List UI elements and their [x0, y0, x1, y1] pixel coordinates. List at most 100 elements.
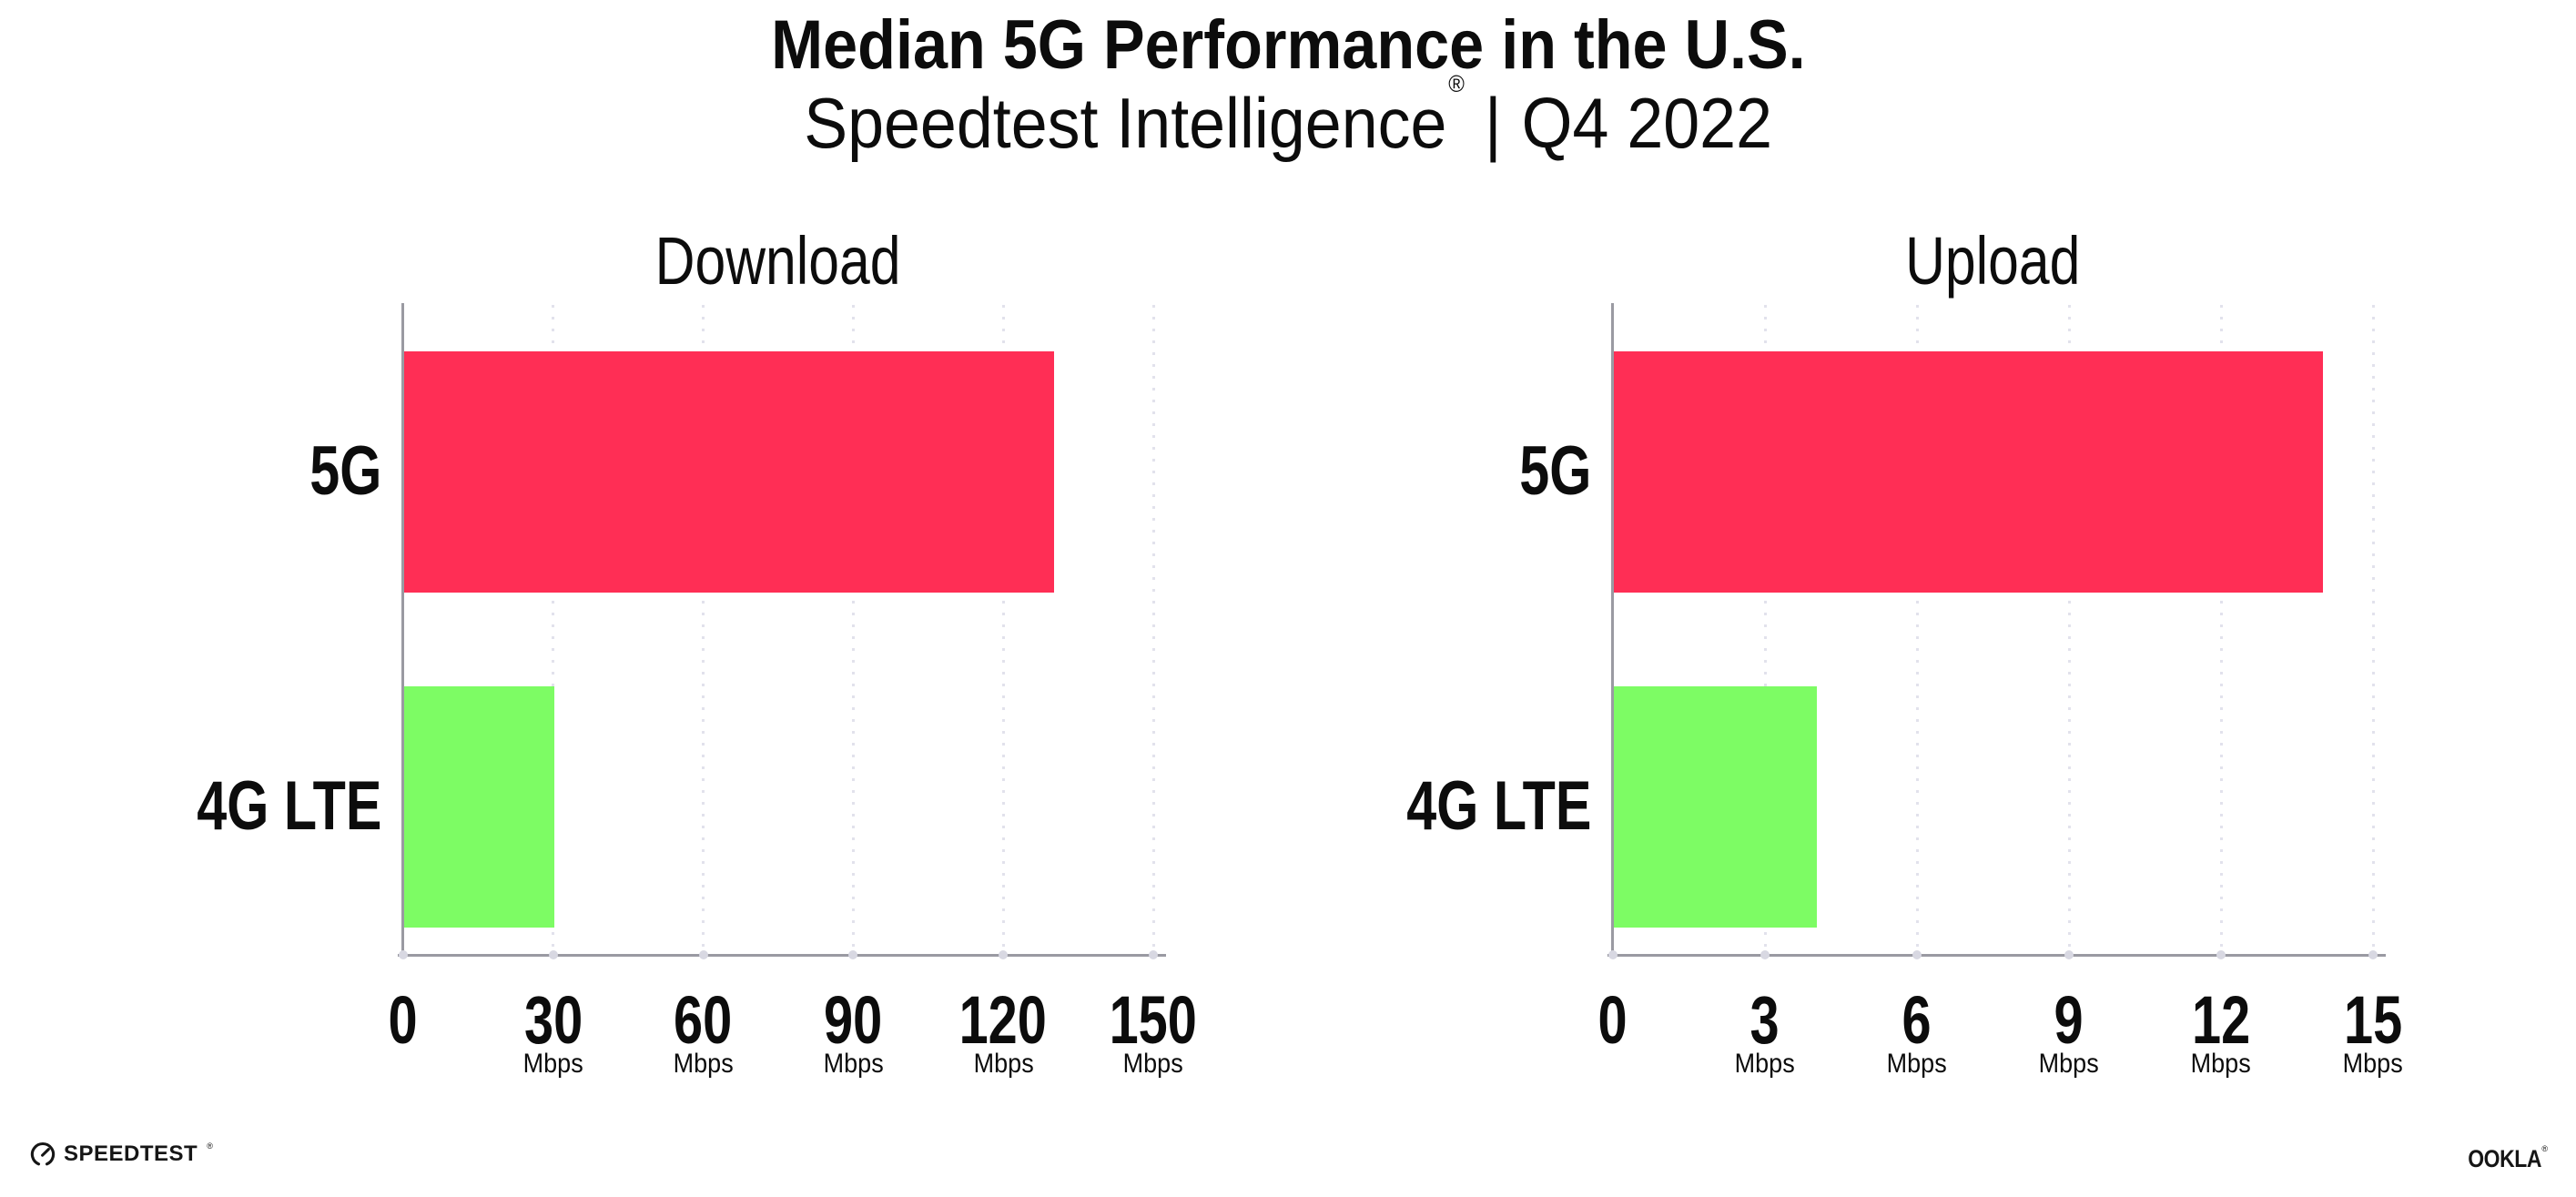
speedtest-wordmark: SPEEDTEST [64, 1141, 198, 1166]
category-label-text: 4G LTE [1405, 766, 1591, 845]
x-tick-label-3: 3 [1665, 987, 1865, 1054]
x-tick-unit-150: Mbps [1053, 1050, 1253, 1078]
x-tick-label-30: 30 [453, 987, 654, 1054]
x-tick-unit: Mbps [1122, 1049, 1184, 1079]
axis-tick-dot-90 [848, 950, 858, 959]
category-label-4g-lte: 4G LTE [54, 765, 381, 848]
x-tick-label-60: 60 [603, 987, 804, 1054]
axis-tick-dot-15 [2368, 950, 2378, 959]
upload-chart-title-text: Upload [1905, 223, 2081, 299]
gridline-90 [851, 305, 855, 956]
gridline-15 [2371, 305, 2375, 956]
x-tick-unit: Mbps [2038, 1049, 2100, 1079]
ookla-wordmark: OOKLA [2468, 1145, 2542, 1172]
axis-tick-dot-60 [698, 950, 708, 959]
x-tick-unit-9: Mbps [1969, 1050, 2169, 1078]
x-tick-value: 12 [2191, 982, 2251, 1058]
category-label-4g-lte: 4G LTE [1263, 765, 1591, 848]
category-label-5g: 5G [54, 430, 381, 513]
x-tick-label-9: 9 [1969, 987, 2169, 1054]
download-chart-title-text: Download [655, 223, 901, 299]
axis-tick-dot-12 [2216, 950, 2226, 959]
speedtest-registered-mark: ® [207, 1141, 213, 1151]
x-tick-value: 30 [523, 982, 583, 1058]
axis-tick-dot-6 [1912, 950, 1922, 959]
x-tick-unit-6: Mbps [1817, 1050, 2017, 1078]
x-tick-label-90: 90 [753, 987, 953, 1054]
page-title: Median 5G Performance in the U.S. [0, 5, 2576, 85]
bar-4g-lte-upload [1614, 685, 1817, 928]
x-tick-unit: Mbps [522, 1049, 583, 1079]
axis-tick-dot-150 [1149, 950, 1158, 959]
x-tick-unit: Mbps [673, 1049, 734, 1079]
y-axis [401, 303, 404, 958]
bar-4g-lte-download [404, 685, 554, 928]
x-tick-unit-3: Mbps [1665, 1050, 1865, 1078]
x-tick-unit: Mbps [973, 1049, 1034, 1079]
x-axis [398, 954, 1166, 957]
x-tick-value: 0 [388, 982, 419, 1058]
x-tick-label-0: 0 [1513, 987, 1713, 1054]
x-tick-unit: Mbps [1734, 1049, 1796, 1079]
x-tick-value: 6 [1902, 982, 1932, 1058]
gridline-9 [2067, 305, 2071, 956]
x-tick-label-150: 150 [1053, 987, 1253, 1054]
upload-chart-title: Upload [1613, 222, 2373, 299]
ookla-registered-mark: ® [2541, 1143, 2548, 1153]
page-subtitle: Speedtest Intelligence® | Q4 2022 [0, 70, 2576, 165]
axis-tick-dot-9 [2064, 950, 2074, 959]
axis-tick-dot-0 [399, 950, 408, 959]
x-tick-label-0: 0 [303, 987, 503, 1054]
bar-5g-upload [1614, 351, 2324, 593]
gridline-150 [1151, 305, 1155, 956]
axis-tick-dot-120 [999, 950, 1009, 959]
page-subtitle-text: Speedtest Intelligence® | Q4 2022 [804, 70, 1772, 165]
x-tick-unit: Mbps [2342, 1049, 2404, 1079]
gridline-3 [1763, 305, 1767, 956]
x-tick-unit-90: Mbps [753, 1050, 953, 1078]
x-tick-value: 0 [1597, 982, 1628, 1058]
x-tick-unit-30: Mbps [453, 1050, 654, 1078]
download-chart-title: Download [403, 222, 1153, 299]
axis-tick-dot-0 [1608, 950, 1618, 959]
x-tick-label-6: 6 [1817, 987, 2017, 1054]
axis-tick-dot-3 [1760, 950, 1770, 959]
x-tick-label-12: 12 [2121, 987, 2321, 1054]
ookla-logo: OOKLA® [2455, 1143, 2548, 1173]
x-tick-value: 90 [824, 982, 883, 1058]
axis-tick-dot-30 [548, 950, 558, 959]
registered-trademark-icon: ® [1448, 70, 1465, 97]
subtitle-brand: Speedtest Intelligence [804, 83, 1447, 163]
gridline-60 [702, 305, 705, 956]
x-tick-unit-120: Mbps [903, 1050, 1103, 1078]
gridline-30 [552, 305, 555, 956]
x-tick-unit: Mbps [2190, 1049, 2252, 1079]
x-tick-unit-12: Mbps [2121, 1050, 2321, 1078]
speedtest-logo: SPEEDTEST ® [30, 1141, 213, 1167]
x-tick-value: 15 [2343, 982, 2403, 1058]
x-tick-unit-15: Mbps [2273, 1050, 2473, 1078]
x-tick-label-15: 15 [2273, 987, 2473, 1054]
speedtest-gauge-icon [30, 1142, 56, 1166]
x-tick-value: 120 [959, 982, 1048, 1058]
gridline-120 [1001, 305, 1005, 956]
category-label-text: 4G LTE [196, 766, 381, 845]
x-tick-value: 150 [1109, 982, 1198, 1058]
x-tick-unit: Mbps [1886, 1049, 1948, 1079]
gridline-6 [1915, 305, 1919, 956]
x-tick-label-120: 120 [903, 987, 1103, 1054]
x-tick-value: 60 [674, 982, 733, 1058]
category-label-text: 5G [1518, 432, 1591, 511]
x-axis [1607, 954, 2386, 957]
x-tick-value: 9 [2054, 982, 2084, 1058]
gridline-12 [2219, 305, 2223, 956]
x-tick-unit-60: Mbps [603, 1050, 804, 1078]
subtitle-separator: | [1484, 83, 1502, 163]
x-tick-unit: Mbps [823, 1049, 884, 1079]
category-label-text: 5G [309, 432, 381, 511]
subtitle-period: Q4 2022 [1521, 83, 1772, 163]
y-axis [1611, 303, 1614, 958]
